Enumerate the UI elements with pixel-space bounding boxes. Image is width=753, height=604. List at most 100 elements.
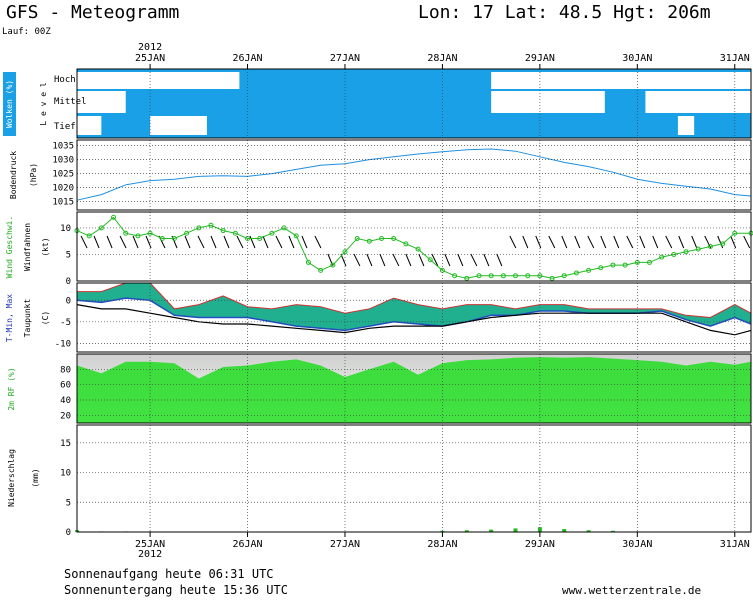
- pressure-tick-1035: 1035: [52, 142, 74, 152]
- wind-barb: [405, 253, 412, 267]
- wind-barb: [288, 235, 295, 249]
- wind-speed-point: [598, 265, 604, 271]
- cloud-hoch-band-0: [77, 72, 240, 89]
- wind-barb: [93, 235, 100, 249]
- cloud-ylabel: Wolken (%): [5, 80, 14, 128]
- precip-tick-15: 15: [60, 439, 71, 449]
- wind-barb: [587, 235, 595, 249]
- wind-barb: [210, 235, 217, 249]
- wind-speed-point: [123, 230, 129, 236]
- pressure-tick-1025: 1025: [52, 170, 74, 180]
- cloud-tief-band-2: [677, 116, 695, 135]
- wind-speed-point: [415, 246, 421, 252]
- wind-speed-point: [318, 267, 324, 273]
- wind-speed-point: [683, 249, 689, 255]
- wind-speed-point: [111, 214, 117, 220]
- wind-barb: [275, 235, 283, 249]
- wind-speed-point: [646, 259, 652, 265]
- wind-barb: [392, 253, 400, 267]
- panel-frame-wind: [76, 211, 752, 282]
- wind-speed-point: [305, 259, 311, 265]
- wind-ylabel: Wind Geschwi.: [5, 216, 14, 279]
- wind-barb: [314, 235, 322, 249]
- cloud-tief-band-0: [77, 116, 102, 135]
- wind-speed-point: [525, 273, 531, 279]
- wind-speed-point: [184, 230, 190, 236]
- cloud-mittel-band-1: [491, 91, 605, 113]
- cloud-level-tief: Tief: [54, 122, 76, 132]
- wind-speed-point: [403, 241, 409, 247]
- run-label: Lauf: 00Z: [2, 27, 51, 37]
- date-label-top-29jan: 29JAN: [525, 53, 555, 64]
- wind-barb: [106, 235, 113, 249]
- dewpoint-line: [76, 304, 752, 336]
- wind-speed-point: [500, 273, 506, 279]
- precip-bar: [489, 529, 494, 532]
- humidity-tick-80: 80: [60, 365, 71, 375]
- wind-speed-point: [366, 238, 372, 244]
- wind-speed-point: [269, 230, 275, 236]
- wind-speed-point: [695, 246, 701, 252]
- cloud-hoch-band-1: [491, 72, 751, 89]
- precip-tick-5: 5: [66, 498, 71, 508]
- wind-barb: [652, 235, 659, 249]
- wind-speed-point: [342, 249, 348, 255]
- wind-barb: [613, 235, 620, 249]
- precip-tick-10: 10: [60, 469, 71, 479]
- panel-frame-precipitation: [76, 424, 752, 533]
- wind-ylabel2: Windfahnen: [23, 223, 32, 271]
- wind-barb: [80, 235, 88, 249]
- wind-speed-point: [549, 275, 555, 281]
- pressure-line: [76, 148, 752, 201]
- precip-bar: [610, 530, 615, 532]
- wind-barb: [691, 235, 698, 249]
- wind-speed-line: [76, 216, 751, 279]
- wind-speed-point: [135, 233, 141, 239]
- date-label-top-25jan: 25JAN: [135, 53, 165, 64]
- precip-unit: (mm): [31, 468, 40, 487]
- wind-speed-point: [232, 230, 238, 236]
- wind-speed-point: [586, 267, 592, 273]
- precip-bar: [586, 530, 591, 532]
- wind-barb: [678, 235, 685, 249]
- wind-barb: [236, 235, 244, 249]
- date-label-top-30jan: 30JAN: [622, 53, 652, 64]
- wind-speed-point: [573, 270, 579, 276]
- date-label-top-26jan: 26JAN: [232, 53, 262, 64]
- precip-bar: [464, 530, 469, 532]
- wind-barb: [457, 253, 464, 267]
- wind-speed-point: [293, 233, 299, 239]
- wind-barb: [119, 235, 127, 249]
- humidity-tick-60: 60: [60, 381, 71, 391]
- wind-speed-point: [220, 228, 226, 234]
- wind-barb: [496, 253, 503, 267]
- pressure-ylabel: Bodendruck: [9, 151, 18, 199]
- cloud-level-hoch: Hoch: [54, 75, 76, 85]
- pressure-tick-1015: 1015: [52, 198, 74, 208]
- wind-speed-point: [561, 273, 567, 279]
- wind-speed-point: [159, 236, 165, 242]
- date-label-top-31jan: 31JAN: [720, 53, 750, 64]
- wind-unit: (kt): [41, 237, 50, 256]
- wind-speed-point: [720, 241, 726, 247]
- wind-speed-point: [86, 233, 92, 239]
- wind-speed-point: [281, 225, 287, 231]
- cloud-mittel-band-2: [645, 91, 751, 113]
- wind-barb: [743, 235, 751, 249]
- humidity-tick-40: 40: [60, 396, 71, 406]
- temp-ylabel: T-Min, Max: [5, 294, 14, 342]
- wind-barb: [561, 235, 568, 249]
- wind-speed-point: [513, 273, 519, 279]
- panel-frame-humidity: [76, 353, 752, 424]
- wind-tick-5: 5: [66, 250, 71, 260]
- cloud-tief-band-1: [150, 116, 207, 135]
- cloud-level-label: L e v e l: [39, 82, 48, 126]
- wind-barb: [600, 235, 607, 249]
- precip-bar: [513, 528, 518, 532]
- temp-tick--5: -5: [60, 318, 71, 328]
- wind-barb: [639, 235, 646, 249]
- pressure-unit: (hPa): [29, 163, 38, 187]
- precip-bar: [562, 529, 567, 532]
- date-label-bottom-26jan: 26JAN: [232, 539, 262, 550]
